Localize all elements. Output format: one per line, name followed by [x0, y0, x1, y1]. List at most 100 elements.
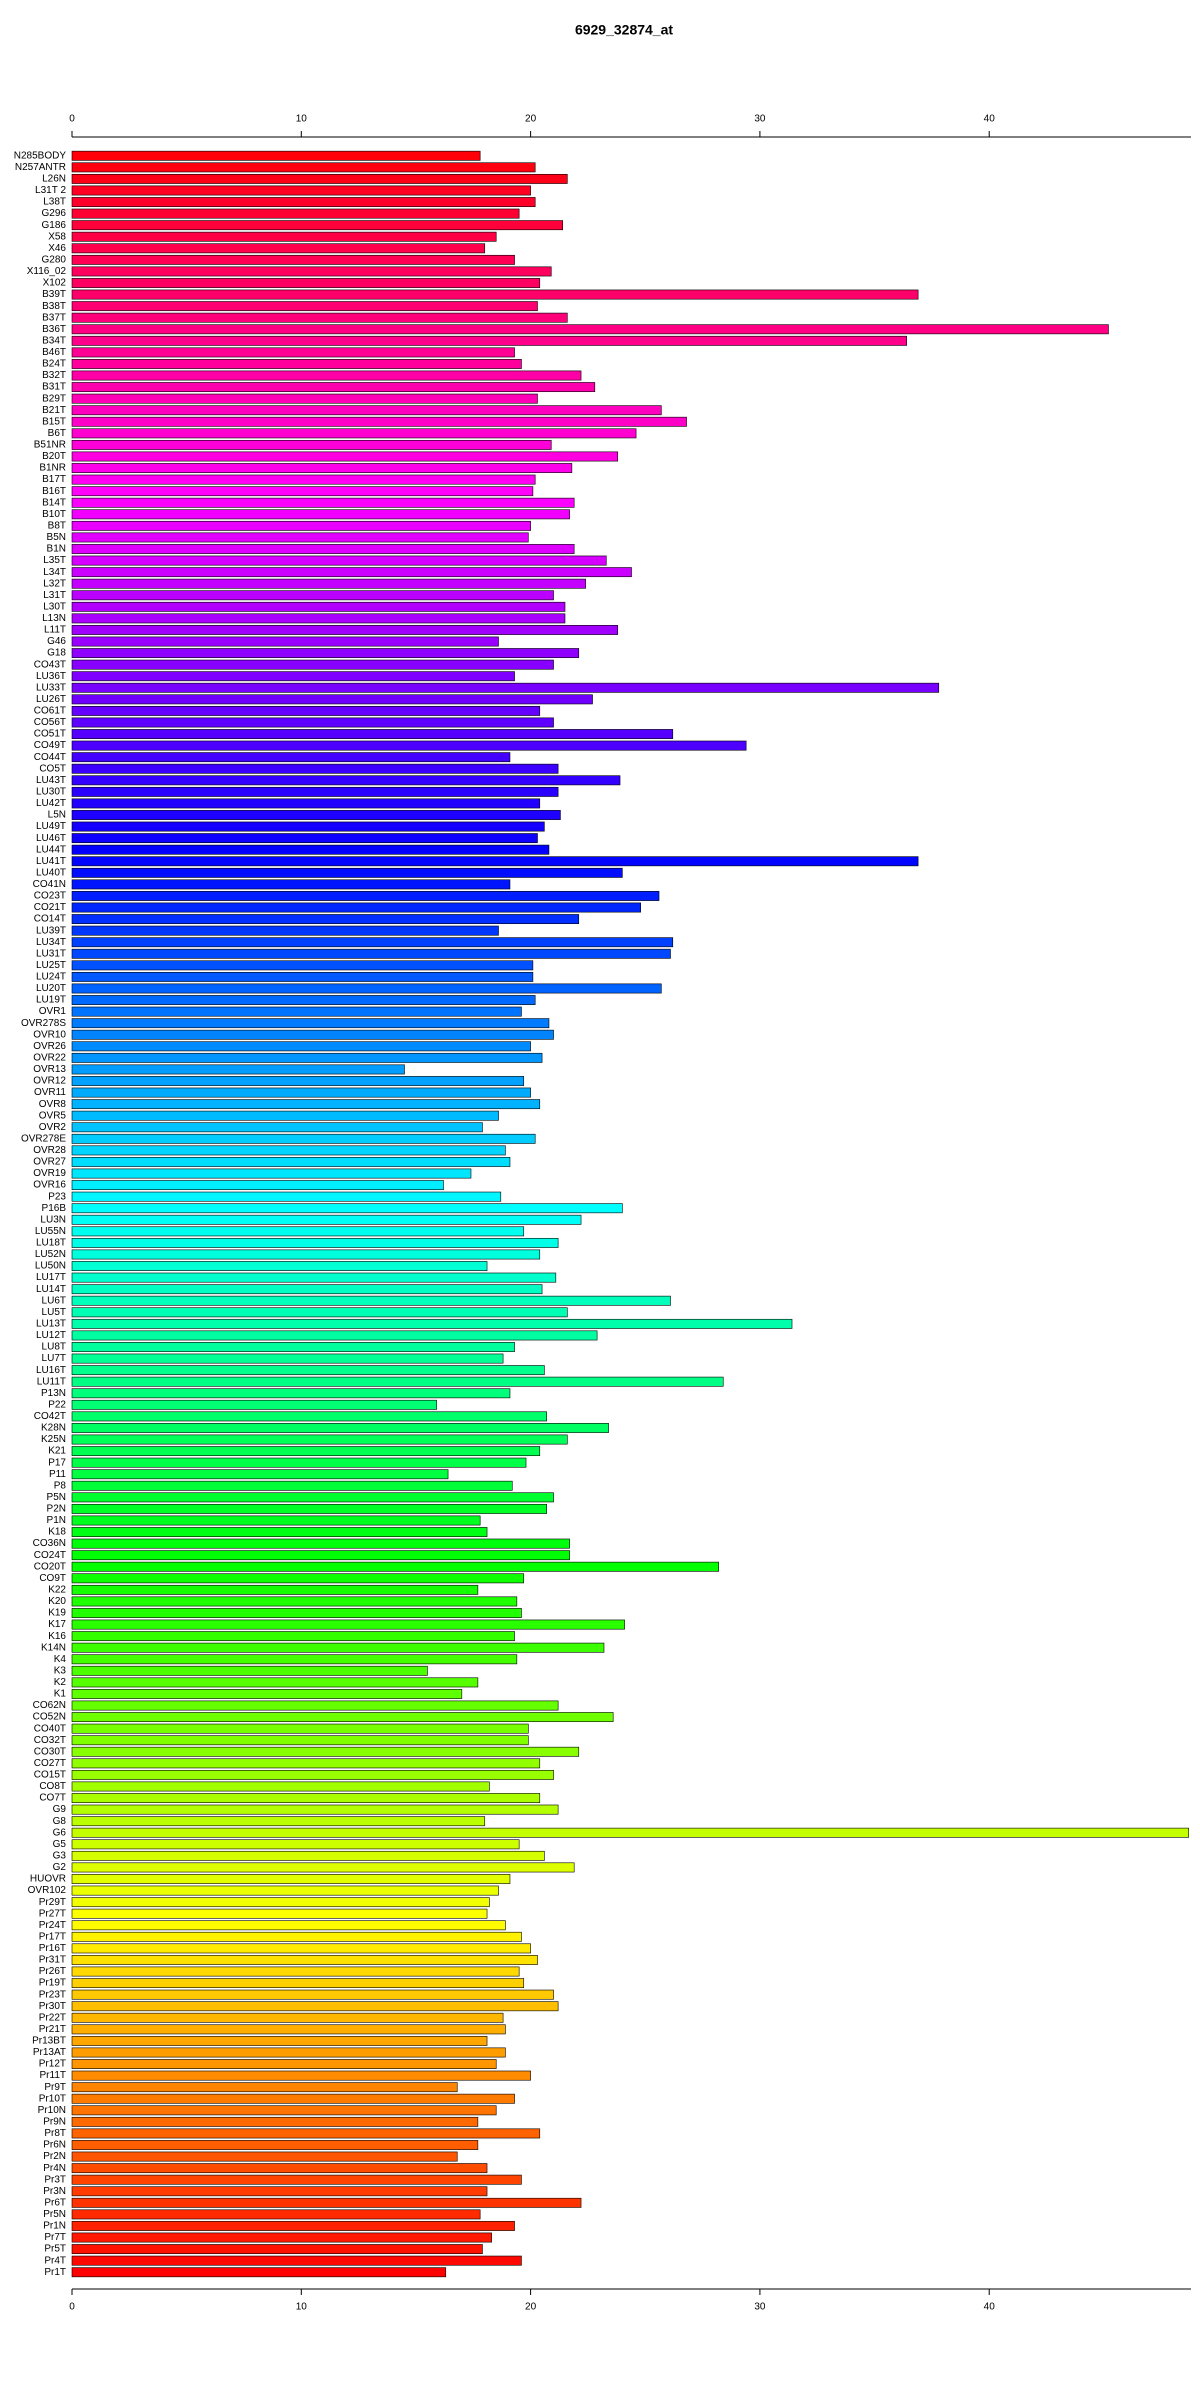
bar: [71, 197, 536, 207]
category-label: G9: [53, 1804, 67, 1815]
category-label: B20T: [42, 451, 66, 462]
category-label: L5N: [48, 810, 66, 821]
category-label: K20: [48, 1596, 66, 1607]
bar: [71, 1122, 483, 1133]
category-label: Pr1N: [43, 2221, 66, 2232]
category-label: Pr29T: [39, 1897, 66, 1908]
bar: [71, 1469, 449, 1480]
category-label: LU12T: [36, 1330, 66, 1341]
category-label: Pr1T: [44, 2267, 66, 2278]
category-label: Pr10T: [39, 2093, 66, 2104]
category-label: Pr13AT: [33, 2047, 66, 2058]
category-label: G5: [53, 1839, 67, 1850]
category-label: CO42T: [34, 1411, 66, 1422]
bar: [71, 393, 538, 404]
category-label: N257ANTR: [15, 162, 66, 173]
bar: [71, 1214, 582, 1225]
bar: [71, 2255, 522, 2266]
bar: [71, 740, 747, 751]
category-label: OVR11: [34, 1087, 66, 1098]
category-label: OVR16: [33, 1180, 66, 1191]
category-label: Pr26T: [39, 1966, 66, 1977]
category-label: G8: [53, 1816, 67, 1827]
top-axis-tick-label: 0: [69, 114, 75, 125]
category-label: P1N: [47, 1515, 66, 1526]
category-label: B29T: [42, 393, 66, 404]
category-label: OVR12: [33, 1076, 66, 1087]
bar: [71, 2221, 515, 2231]
category-label: B36T: [42, 324, 66, 335]
category-label: B38T: [42, 301, 66, 312]
category-label: Pr24T: [39, 1920, 66, 1931]
bar: [71, 231, 497, 242]
bar: [71, 1041, 531, 1052]
category-label: Pr3N: [43, 2186, 66, 2197]
bar: [71, 2093, 515, 2104]
category-label: CO14T: [34, 914, 66, 925]
category-label: LU3N: [40, 1214, 66, 1225]
category-label: LU14T: [36, 1284, 66, 1295]
category-label: G2: [53, 1862, 67, 1873]
category-label: Pr9T: [44, 2082, 66, 2093]
bar: [71, 1399, 437, 1410]
bar: [71, 786, 559, 797]
bar: [71, 1550, 570, 1561]
category-label: G18: [47, 648, 66, 659]
bar: [71, 2047, 506, 2058]
category-label: Pr16T: [39, 1943, 66, 1954]
category-label: CO7T: [39, 1793, 66, 1804]
bar: [71, 1388, 511, 1399]
category-label: P5N: [47, 1492, 66, 1503]
category-label: P2N: [47, 1504, 66, 1515]
category-label: LU19T: [36, 995, 66, 1006]
category-label: CO32T: [34, 1735, 66, 1746]
category-label: OVR19: [33, 1168, 66, 1179]
bar: [71, 2151, 458, 2162]
category-label: B1NR: [39, 463, 66, 474]
category-label: OVR278E: [21, 1133, 66, 1144]
bar: [71, 1931, 522, 1942]
category-label: OVR1: [39, 1006, 67, 1017]
bar: [71, 1689, 463, 1699]
category-label: B15T: [42, 416, 66, 427]
bar: [71, 1006, 522, 1017]
bar: [71, 1665, 428, 1676]
bar: [71, 844, 550, 855]
bar: [71, 1608, 522, 1618]
category-label: LU11T: [37, 1376, 66, 1387]
category-label: LU44T: [36, 844, 66, 855]
category-label: CO21T: [34, 902, 66, 913]
category-label: LU20T: [36, 983, 66, 994]
bar: [71, 1330, 598, 1341]
category-label: L30T: [43, 601, 66, 612]
bar: [71, 1527, 488, 1537]
bar: [71, 1515, 481, 1526]
category-label: B17T: [42, 474, 66, 485]
category-label: CO9T: [39, 1573, 66, 1584]
category-label: X58: [48, 231, 66, 242]
category-label: B5N: [47, 532, 66, 543]
bar: [71, 833, 538, 844]
category-label: Pr2N: [43, 2151, 66, 2162]
category-label: CO41N: [33, 879, 66, 890]
bar: [71, 1180, 444, 1191]
category-label: K19: [48, 1608, 66, 1619]
category-label: LU49T: [36, 821, 66, 832]
bar: [71, 1480, 513, 1491]
category-label: LU40T: [36, 867, 66, 878]
bar: [71, 1943, 531, 1954]
bar: [71, 474, 536, 485]
bar: [71, 705, 541, 716]
category-label: K3: [54, 1665, 67, 1676]
category-label: Pr10N: [38, 2105, 66, 2116]
bar: [71, 752, 511, 763]
bar: [71, 532, 529, 543]
bar: [71, 1307, 568, 1318]
bar: [71, 1596, 518, 1607]
bar: [71, 1133, 536, 1144]
bar: [71, 324, 1109, 335]
category-label: B24T: [42, 359, 66, 370]
bar: [71, 2244, 483, 2255]
category-label: B1N: [47, 544, 66, 555]
category-label: K1: [54, 1689, 67, 1700]
